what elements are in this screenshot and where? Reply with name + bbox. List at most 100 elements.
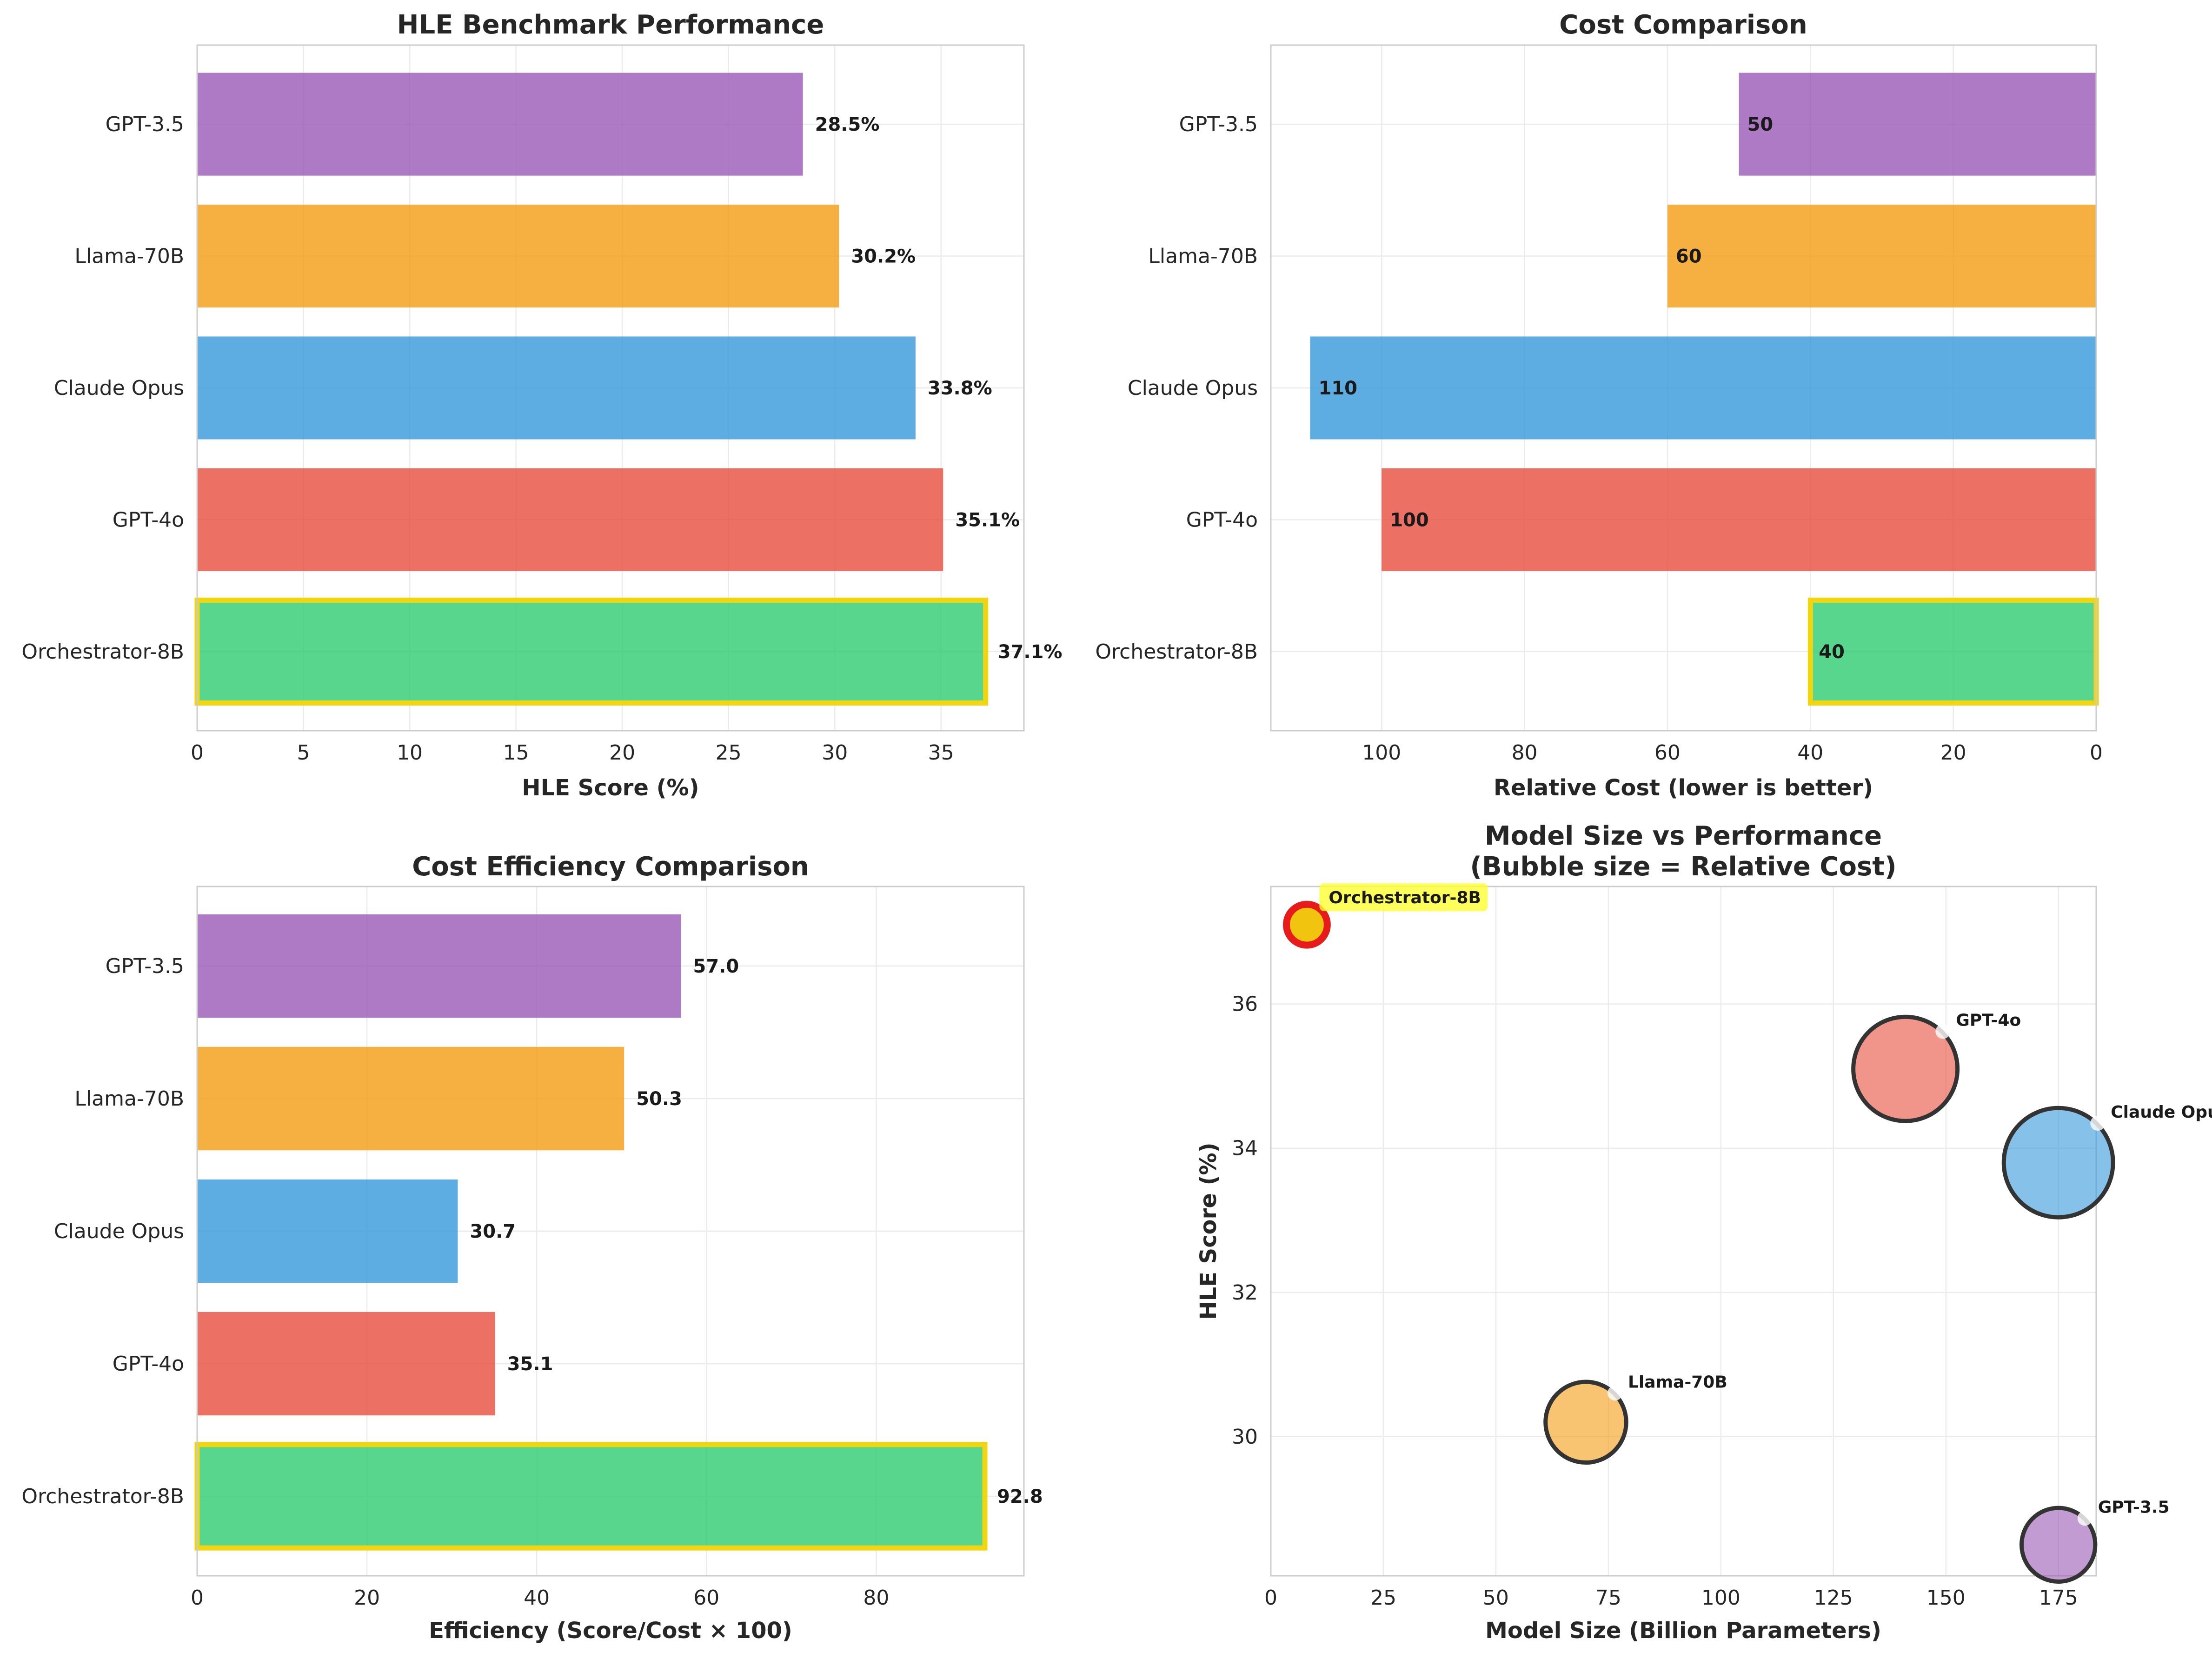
y-tick-label-llama-70b: Llama-70B <box>74 245 184 268</box>
point-label-orchestrator-8b: Orchestrator-8B <box>1329 888 1481 907</box>
value-label-orchestrator-8b: 92.8 <box>997 1486 1043 1507</box>
panel-hle-benchmark: 0 5 10 15 20 25 30 35 Orchestrator-8B GPT-4o Claud… <box>21 10 1062 801</box>
y-tick-label-orchestrator-8b: Orchestrator-8B <box>1095 640 1258 664</box>
x-tick-label: 5 <box>297 741 310 765</box>
y-tick-label-claude-opus: Claude Opus <box>54 376 184 400</box>
x-tick-label: 25 <box>716 741 742 765</box>
y-tick-label-orchestrator-8b: Orchestrator-8B <box>21 1485 184 1508</box>
efficiency-chart-title: Cost Efficiency Comparison <box>412 852 809 882</box>
x-tick-label: 60 <box>693 1586 719 1610</box>
panel-cost-efficiency: 0 20 40 60 80 Orchestrator-8B GPT-4o Claude Opu… <box>21 852 1043 1644</box>
plot-frame-scatter <box>1270 886 2097 1577</box>
y-tick-label-gpt-3-5: GPT-3.5 <box>1179 113 1258 136</box>
y-tick-label-gpt-3-5: GPT-3.5 <box>106 954 184 978</box>
bar-gpt-4o <box>1382 468 2096 572</box>
y-tick-label: 34 <box>1232 1137 1258 1160</box>
x-tick-label: 20 <box>609 741 635 765</box>
point-gpt-4o <box>1851 1014 1960 1123</box>
bar-gpt-4o <box>197 468 943 572</box>
y-tick-label-claude-opus: Claude Opus <box>54 1220 184 1243</box>
bar-claude-opus <box>197 1179 458 1283</box>
cost-x-axis-label: Relative Cost (lower is better) <box>1494 775 1873 801</box>
x-tick-label: 0 <box>191 1586 204 1610</box>
x-tick-label: 100 <box>1701 1586 1740 1610</box>
x-tick-label: 20 <box>354 1586 380 1610</box>
x-tick-label: 125 <box>1814 1586 1853 1610</box>
y-tick-label-gpt-3-5: GPT-3.5 <box>106 113 184 136</box>
value-label-llama-70b: 50.3 <box>636 1088 682 1110</box>
y-tick-label-gpt-4o: GPT-4o <box>113 508 184 532</box>
label-marker-gpt-3-5 <box>2077 1511 2092 1526</box>
value-label-gpt-4o: 100 <box>1390 509 1429 531</box>
panel-size-vs-performance: 0 25 50 75 100 125 150 175 30 32 34 36 Orchestrator-… <box>1196 821 2212 1644</box>
point-claude-opus <box>2001 1106 2115 1220</box>
x-tick-label: 25 <box>1370 1586 1396 1610</box>
y-tick-label-orchestrator-8b: Orchestrator-8B <box>21 640 184 664</box>
x-tick-label: 15 <box>503 741 529 765</box>
point-label-gpt-4o: GPT-4o <box>1956 1011 2021 1030</box>
point-label-llama-70b: Llama-70B <box>1628 1373 1727 1392</box>
label-marker-claude-opus <box>2090 1116 2106 1131</box>
x-tick-label: 75 <box>1595 1586 1621 1610</box>
bar-claude-opus <box>1310 336 2096 440</box>
x-tick-label: 80 <box>1512 741 1538 765</box>
bar-llama-70b <box>1667 204 2096 308</box>
y-tick-label: 30 <box>1232 1425 1258 1449</box>
x-tick-label: 175 <box>2039 1586 2078 1610</box>
value-label-claude-opus: 33.8% <box>928 378 992 399</box>
point-llama-70b <box>1543 1380 1628 1465</box>
x-tick-label: 60 <box>1654 741 1681 765</box>
value-label-gpt-3-5: 57.0 <box>693 956 739 977</box>
label-marker-llama-70b <box>1607 1386 1622 1401</box>
cost-chart-title: Cost Comparison <box>1559 10 1807 40</box>
bar-llama-70b <box>197 204 839 308</box>
y-tick-label-claude-opus: Claude Opus <box>1128 376 1258 400</box>
bar-gpt-4o <box>197 1312 495 1416</box>
x-tick-label: 40 <box>1797 741 1823 765</box>
bar-llama-70b <box>197 1046 624 1151</box>
value-label-claude-opus: 110 <box>1319 378 1358 399</box>
value-label-gpt-4o: 35.1 <box>507 1353 553 1375</box>
x-tick-label: 100 <box>1362 741 1401 765</box>
bar-orchestrator-8b <box>1807 597 2099 706</box>
value-label-claude-opus: 30.7 <box>470 1221 516 1242</box>
x-tick-label: 50 <box>1483 1586 1509 1610</box>
plot-frame-cost <box>1270 44 2097 732</box>
point-gpt-3-5 <box>2019 1506 2098 1584</box>
x-tick-label: 150 <box>1926 1586 1966 1610</box>
scatter-chart-title: Model Size vs Performance <box>1485 821 1882 851</box>
y-tick-label-llama-70b: Llama-70B <box>74 1087 184 1111</box>
y-tick-label-gpt-4o: GPT-4o <box>113 1352 184 1376</box>
label-box-orchestrator-8b <box>1319 883 1488 912</box>
x-tick-label: 80 <box>863 1586 889 1610</box>
x-tick-label: 0 <box>191 741 204 765</box>
scatter-y-axis-label: HLE Score (%) <box>1196 1142 1222 1320</box>
value-label-orchestrator-8b: 40 <box>1819 641 1845 663</box>
scatter-x-axis-label: Model Size (Billion Parameters) <box>1485 1618 1881 1644</box>
efficiency-x-axis-label: Efficiency (Score/Cost × 100) <box>429 1618 792 1644</box>
bar-gpt-3-5 <box>1739 73 2096 176</box>
value-label-orchestrator-8b: 37.1% <box>998 641 1063 663</box>
point-orchestrator-8b <box>1283 900 1331 949</box>
x-tick-label: 40 <box>524 1586 550 1610</box>
bar-orchestrator-8b <box>194 597 989 706</box>
scatter-chart-subtitle: (Bubble size = Relative Cost) <box>1470 852 1896 882</box>
bar-gpt-3-5 <box>197 73 803 176</box>
bar-gpt-3-5 <box>197 914 681 1018</box>
value-label-gpt-3-5: 28.5% <box>815 114 880 135</box>
plot-frame-efficiency <box>196 886 1025 1577</box>
x-tick-label: 0 <box>1264 1586 1277 1610</box>
panel-cost-comparison: 100 80 60 40 20 0 Orchestrator-8B GPT-4o Claude … <box>1095 10 2103 801</box>
y-tick-label-gpt-4o: GPT-4o <box>1186 508 1258 532</box>
point-label-gpt-3-5: GPT-3.5 <box>2098 1498 2170 1517</box>
value-label-gpt-3-5: 50 <box>1747 114 1774 135</box>
bar-orchestrator-8b <box>194 1442 988 1551</box>
hle-x-axis-label: HLE Score (%) <box>522 775 699 801</box>
y-tick-label-llama-70b: Llama-70B <box>1148 245 1258 268</box>
plot-frame-hle <box>196 44 1025 732</box>
y-tick-label: 32 <box>1232 1281 1258 1305</box>
x-tick-label: 0 <box>2090 741 2103 765</box>
point-label-claude-opus: Claude Opus <box>2111 1103 2212 1122</box>
bar-claude-opus <box>197 336 916 440</box>
